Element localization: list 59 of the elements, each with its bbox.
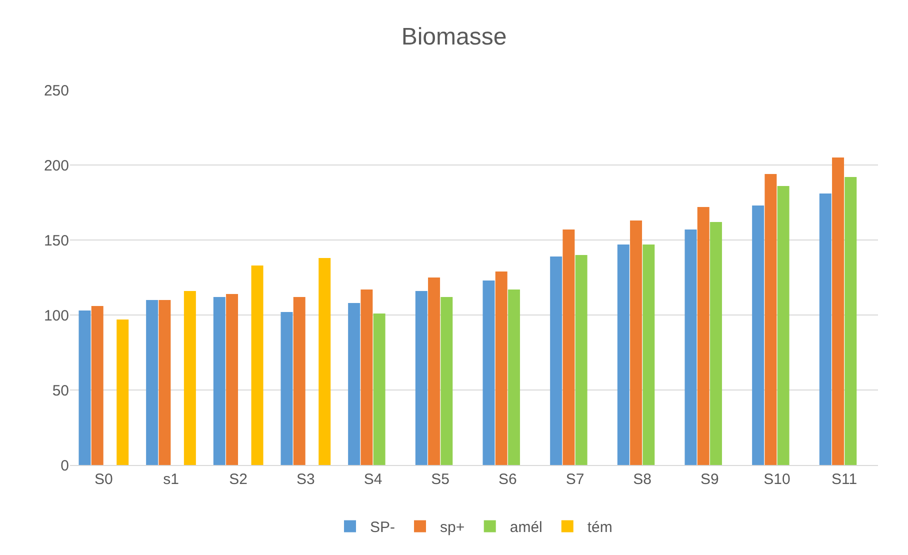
- legend-label: tém: [587, 519, 612, 536]
- bar: [819, 194, 832, 465]
- bar: [495, 272, 508, 465]
- bar: [575, 255, 588, 465]
- bar: [415, 291, 428, 465]
- y-tick-label: 200: [44, 157, 69, 174]
- x-tick-label: s1: [163, 471, 179, 488]
- x-tick-label: S3: [296, 471, 315, 488]
- bar: [213, 297, 226, 465]
- chart-title: Biomasse: [401, 24, 507, 51]
- bar: [146, 300, 158, 465]
- bar: [293, 297, 306, 465]
- bar: [752, 206, 764, 465]
- y-tick-label: 150: [44, 232, 69, 250]
- bar: [684, 230, 697, 465]
- bar: [91, 306, 104, 465]
- bar: [428, 278, 440, 465]
- x-tick-label: S0: [94, 471, 113, 488]
- bar: [318, 258, 331, 465]
- bar: [832, 158, 844, 465]
- bar: [562, 230, 575, 465]
- x-tick-label: S10: [764, 471, 790, 488]
- bar: [642, 244, 655, 465]
- bar: [280, 312, 293, 465]
- bar: [440, 297, 453, 465]
- x-tick-label: S9: [700, 471, 719, 488]
- y-tick-label: 250: [44, 82, 69, 100]
- bar: [482, 280, 495, 465]
- bar: [158, 300, 171, 465]
- bar: [697, 207, 710, 465]
- x-tick-label: S11: [832, 471, 858, 488]
- x-tick-label: S5: [431, 471, 450, 488]
- x-tick-label: S7: [566, 471, 584, 488]
- bar: [508, 290, 520, 465]
- bar: [764, 174, 777, 465]
- bar: [630, 220, 642, 465]
- x-tick-label: S4: [364, 471, 382, 488]
- legend-label: SP-: [370, 519, 396, 536]
- x-tick-label: S8: [633, 471, 652, 488]
- bar: [226, 294, 238, 465]
- y-tick-label: 0: [60, 457, 69, 474]
- legend-label: sp+: [440, 519, 465, 536]
- bar: [348, 303, 360, 465]
- bar: [373, 314, 386, 465]
- y-tick-label: 50: [52, 382, 69, 400]
- bar: [78, 310, 91, 465]
- bar: [710, 222, 722, 465]
- bar: [184, 291, 196, 465]
- y-tick-label: 100: [44, 307, 69, 324]
- bar: [116, 320, 129, 465]
- x-tick-label: S2: [229, 471, 248, 488]
- bar: [617, 244, 630, 465]
- bar: [550, 256, 562, 465]
- legend-label: amél: [510, 519, 542, 536]
- bar: [360, 290, 373, 465]
- bar: [251, 266, 264, 465]
- bar: [777, 186, 790, 465]
- x-tick-label: S6: [498, 471, 517, 488]
- bar: [844, 177, 857, 465]
